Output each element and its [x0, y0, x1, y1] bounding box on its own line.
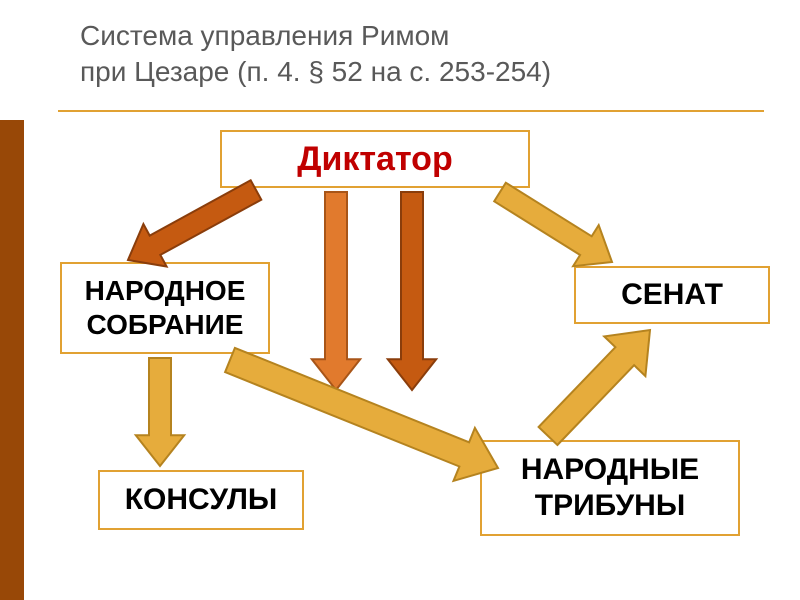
- arrow-dictator-to-senat: [494, 183, 612, 267]
- title-line-2: при Цезаре (п. 4. § 52 на с. 253-254): [80, 54, 551, 90]
- node-senat: СЕНАТ: [574, 266, 770, 324]
- arrow-dictator-down-2: [388, 192, 436, 390]
- node-dictator: Диктатор: [220, 130, 530, 188]
- node-konsuly: КОНСУЛЫ: [98, 470, 304, 530]
- arrow-narodnoe-to-konsuly: [136, 358, 184, 466]
- arrow-narodnoe-to-tribuny: [225, 348, 498, 481]
- node-senat-label: СЕНАТ: [621, 278, 723, 312]
- node-dictator-label: Диктатор: [297, 140, 452, 179]
- arrow-dictator-to-narodnoe: [128, 180, 261, 266]
- arrow-dictator-down-1: [312, 192, 360, 390]
- node-narodnoe-line1: НАРОДНОЕ: [85, 274, 246, 308]
- node-narodnoe-sobranie: НАРОДНОЕ СОБРАНИЕ: [60, 262, 270, 354]
- node-narodnoe-line2: СОБРАНИЕ: [87, 308, 244, 342]
- left-sidebar-stripe: [0, 120, 24, 600]
- node-tribuny-line2: ТРИБУНЫ: [535, 488, 685, 524]
- page-title: Система управления Римом при Цезаре (п. …: [80, 18, 551, 91]
- node-konsuly-label: КОНСУЛЫ: [125, 483, 278, 517]
- title-line-1: Система управления Римом: [80, 18, 551, 54]
- arrow-tribuny-to-senat: [539, 330, 650, 445]
- node-tribuny-line1: НАРОДНЫЕ: [521, 452, 699, 488]
- horizontal-rule: [58, 110, 764, 112]
- node-narodnye-tribuny: НАРОДНЫЕ ТРИБУНЫ: [480, 440, 740, 536]
